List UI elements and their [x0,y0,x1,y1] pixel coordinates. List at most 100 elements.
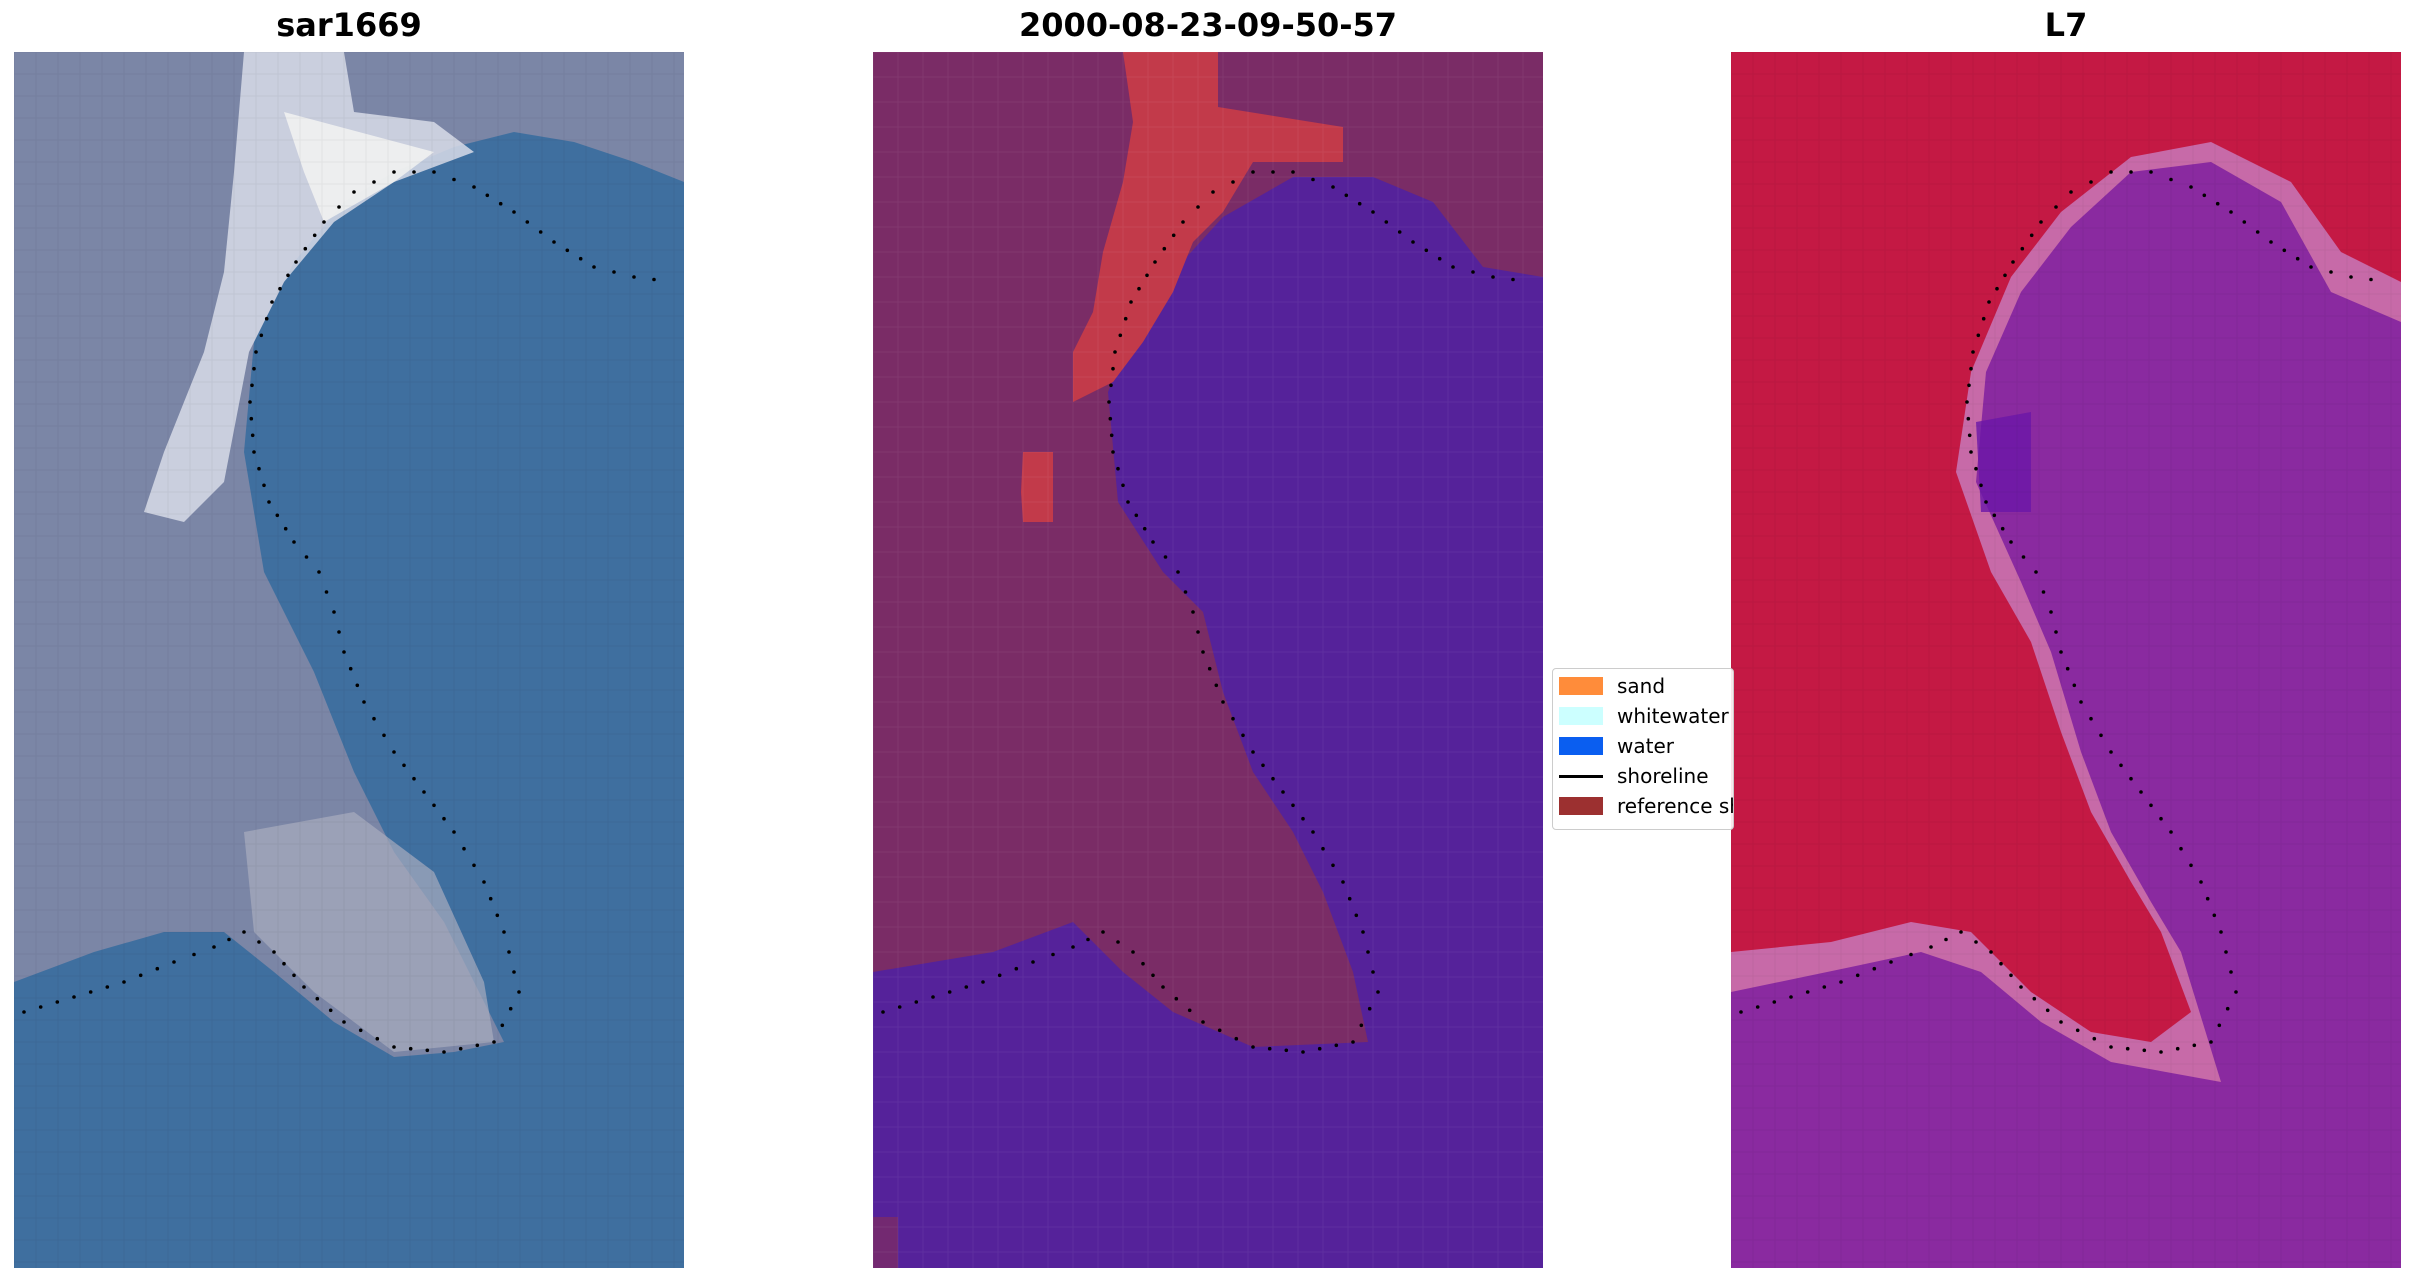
panel-title-rgb: sar1669 [276,6,422,44]
shoreline-dot [1376,990,1380,994]
shoreline-dot [252,366,256,371]
shoreline-dot [392,1045,396,1049]
shoreline-dot [507,950,511,954]
shoreline-dot [1491,275,1495,279]
shoreline-dot [2215,201,2220,206]
shoreline-dot [1196,205,1200,209]
shoreline-dot [1341,880,1345,884]
shoreline-dot [947,990,952,994]
shoreline-dot [2019,985,2023,989]
shoreline-dot [254,350,258,354]
shoreline-dot [283,526,288,531]
shoreline-dot [382,733,386,738]
shoreline-dot [1347,896,1352,901]
shoreline-dot [1116,466,1120,471]
water-swatch [1559,737,1603,755]
shoreline-dot [1142,526,1147,531]
shoreline-dot [304,555,309,559]
shoreline-dot [412,170,416,174]
shoreline-dot [342,650,346,654]
shoreline-dot [2269,240,2273,244]
shoreline-dot [2059,650,2063,654]
shoreline-dot [2099,733,2103,738]
shoreline-dot [472,863,476,868]
shoreline-dot [881,1010,885,1014]
shoreline-dot [392,750,396,754]
shoreline-dot [1111,450,1115,454]
shoreline-dot [248,400,252,404]
legend-item-shoreline: shoreline [1559,763,1709,789]
shoreline-dots [1739,170,2373,1054]
shoreline-dot [2369,277,2373,282]
shoreline-dot [432,170,436,174]
shoreline-dot [242,930,246,934]
shoreline-dot [1251,170,1255,174]
shoreline-dot [2175,1046,2180,1051]
legend-item-sand: sand [1559,673,1665,699]
shoreline-dot [292,540,296,544]
shoreline-dot [337,630,341,634]
shoreline-dot [1359,1023,1364,1028]
shoreline-dot [2039,220,2043,224]
shoreline-dot [192,952,196,957]
shoreline-dot [2119,763,2123,768]
shoreline-dot [2159,1050,2163,1054]
shoreline-dot [1261,763,1265,768]
shoreline-dot [337,205,341,209]
shoreline-dot [342,1020,346,1024]
shoreline-dot [1437,256,1442,261]
shoreline-dot [1201,1020,1205,1024]
shoreline-dot [1411,240,1415,244]
shoreline-dot [1101,930,1105,934]
legend-item-whitewater: whitewater [1559,703,1729,729]
shoreline-dot [2054,630,2058,634]
shoreline-dot [312,233,317,238]
shoreline-dots [22,170,656,1054]
shoreline-dot [1959,930,1963,934]
shoreline-dot [565,248,570,253]
shoreline-dot [2229,970,2233,974]
shoreline-dot [2189,185,2193,189]
shoreline-dot [1967,433,1972,438]
shoreline-dot [2219,930,2223,934]
shoreline-dot [2109,1045,2113,1049]
shoreline-dot [2224,950,2228,954]
shoreline-dot [257,466,261,471]
legend-label: whitewater [1617,704,1729,728]
shoreline-dot [1211,190,1215,194]
legend-label: sand [1617,674,1666,698]
shoreline-dot [1974,466,1978,471]
whitewater-swatch [1559,707,1603,725]
shoreline-dot [2212,913,2217,918]
shoreline-dot [458,1046,463,1051]
shoreline-dot [2034,570,2038,574]
shoreline-dot [1789,995,1793,999]
shoreline-dot [1151,973,1155,978]
shoreline-dot [1969,366,1973,371]
shoreline-dot [2242,220,2247,224]
shoreline-dot [392,170,396,174]
shoreline-dot [372,180,376,184]
legend: sand whitewater water shoreline referenc… [1552,668,1734,830]
shoreline-dot [249,416,254,421]
legend-label: shoreline [1617,764,1709,788]
shoreline-dot [2065,666,2070,671]
shoreline-dot [1354,913,1359,918]
shoreline-dot [2255,230,2260,234]
shoreline-dot [1129,300,1133,304]
shoreline-dot [1451,265,1455,269]
shoreline-dot [122,980,126,984]
shoreline-dot [1183,590,1188,594]
shoreline-dot [278,286,282,291]
shoreline-dot [1126,500,1130,504]
shoreline-dot [2129,170,2133,174]
shoreline-dot [317,570,321,574]
shoreline-dot [1171,233,1176,238]
shoreline-dot [498,201,503,206]
shoreline-dot [375,1036,380,1041]
shoreline-dot [1031,960,1035,964]
shoreline-dot [1163,555,1168,559]
shoreline-dot [412,776,416,781]
shoreline-dot [1161,985,1165,989]
shoreline-dot [2209,1040,2213,1044]
